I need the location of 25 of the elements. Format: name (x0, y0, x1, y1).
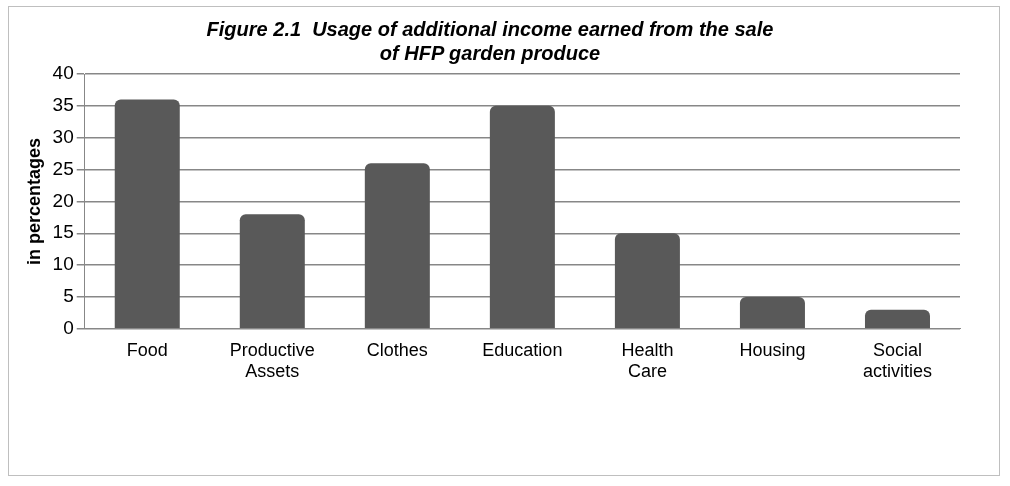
y-tick-label: 40 (52, 62, 74, 84)
bar (239, 214, 305, 329)
x-tick-label: Food (126, 339, 168, 360)
x-tick-label: Social activities (862, 339, 932, 382)
y-tick-label: 30 (52, 125, 74, 147)
y-tick-label: 10 (52, 253, 74, 275)
y-tick-label: 35 (52, 94, 74, 116)
bar (489, 105, 555, 329)
x-tick-label: Health Care (621, 339, 674, 382)
bar (114, 99, 180, 329)
y-tick-label: 0 (63, 317, 74, 339)
x-tick-label: Education (482, 339, 563, 360)
chart-title: Figure 2.1 Usage of additional income earned from the sale of HFP garden produce (206, 17, 774, 64)
x-tick-label: Housing (739, 339, 806, 360)
y-tick-label: 20 (52, 189, 74, 211)
y-tick-label: 25 (52, 157, 74, 179)
y-tick-label: 15 (52, 221, 74, 243)
y-axis-title: in percentages (23, 137, 44, 265)
x-tick-label: Productive Assets (229, 339, 315, 382)
bar (614, 233, 680, 329)
bar (739, 296, 805, 329)
x-tick-label: Clothes (366, 339, 428, 360)
bar (864, 309, 930, 329)
bar (364, 163, 430, 329)
y-tick-label: 5 (63, 285, 74, 307)
